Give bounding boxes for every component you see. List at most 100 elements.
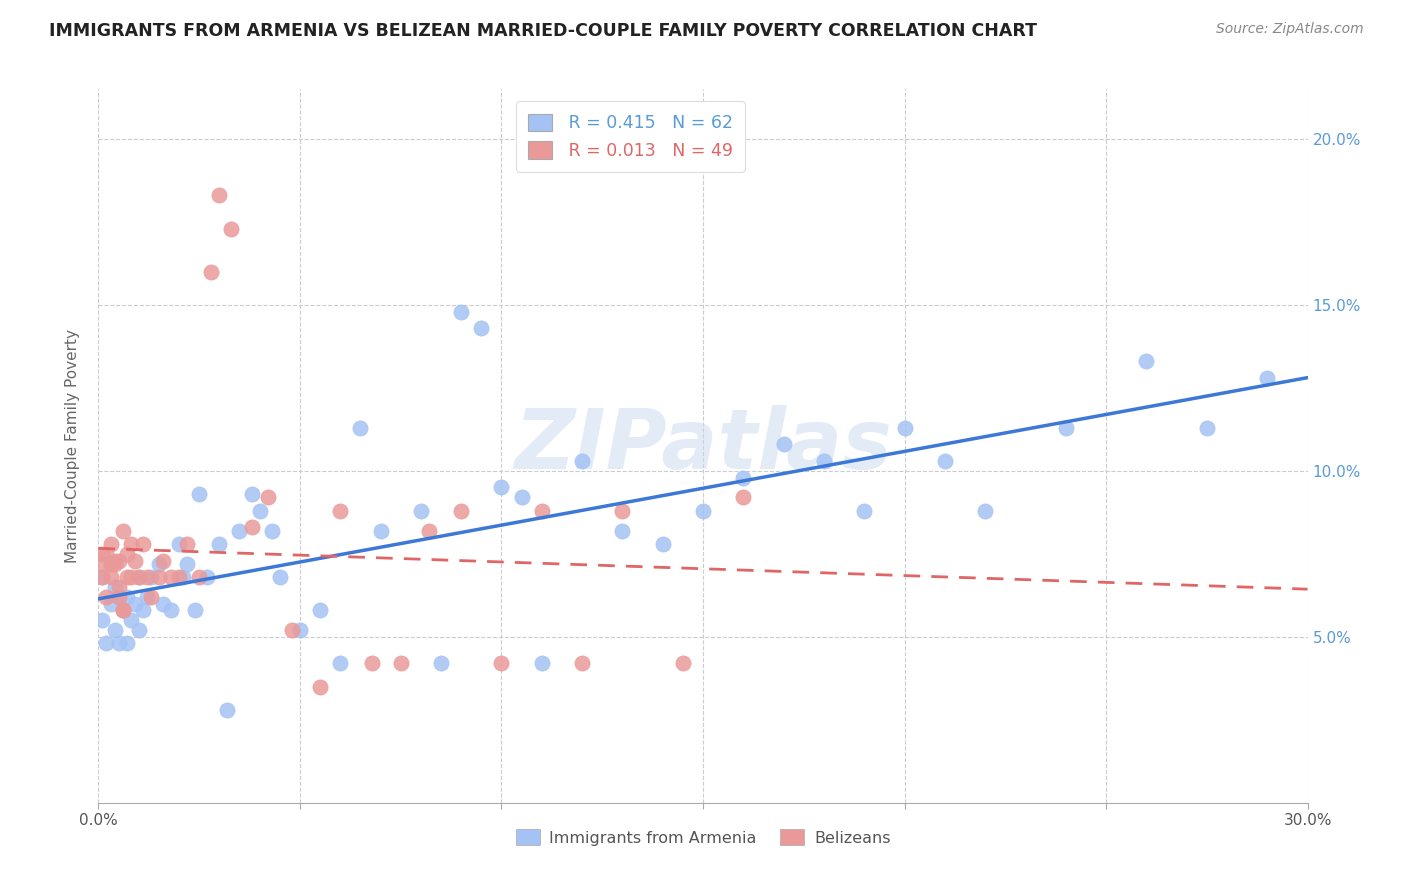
Point	[450, 304, 472, 318]
Point	[188, 487, 211, 501]
Y-axis label: Married-Couple Family Poverty: Married-Couple Family Poverty	[65, 329, 80, 563]
Point	[111, 524, 134, 538]
Point	[148, 557, 170, 571]
Point	[309, 680, 332, 694]
Point	[176, 537, 198, 551]
Point	[160, 603, 183, 617]
Point	[1054, 421, 1077, 435]
Point	[389, 657, 412, 671]
Point	[111, 603, 134, 617]
Point	[107, 580, 129, 594]
Point	[309, 603, 332, 617]
Point	[103, 553, 125, 567]
Point	[115, 636, 138, 650]
Point	[107, 553, 129, 567]
Point	[100, 557, 122, 571]
Point	[184, 603, 207, 617]
Point	[256, 491, 278, 505]
Point	[510, 491, 533, 505]
Point	[107, 636, 129, 650]
Point	[361, 657, 384, 671]
Point	[281, 624, 304, 638]
Point	[132, 603, 155, 617]
Point	[152, 597, 174, 611]
Point	[91, 613, 114, 627]
Point	[217, 703, 239, 717]
Point	[370, 524, 392, 538]
Point	[124, 553, 146, 567]
Point	[349, 421, 371, 435]
Point	[208, 537, 231, 551]
Point	[152, 553, 174, 567]
Point	[135, 590, 157, 604]
Text: Source: ZipAtlas.com: Source: ZipAtlas.com	[1216, 22, 1364, 37]
Point	[115, 590, 138, 604]
Point	[672, 657, 695, 671]
Point	[148, 570, 170, 584]
Point	[651, 537, 673, 551]
Point	[167, 570, 190, 584]
Point	[107, 590, 129, 604]
Point	[100, 537, 122, 551]
Point	[91, 570, 114, 584]
Point	[160, 570, 183, 584]
Point	[269, 570, 291, 584]
Point	[172, 570, 194, 584]
Point	[221, 221, 243, 235]
Point	[103, 580, 125, 594]
Point	[974, 504, 997, 518]
Point	[124, 597, 146, 611]
Text: IMMIGRANTS FROM ARMENIA VS BELIZEAN MARRIED-COUPLE FAMILY POVERTY CORRELATION CH: IMMIGRANTS FROM ARMENIA VS BELIZEAN MARR…	[49, 22, 1038, 40]
Point	[111, 603, 134, 617]
Point	[813, 454, 835, 468]
Point	[1256, 371, 1278, 385]
Point	[195, 570, 218, 584]
Point	[491, 481, 513, 495]
Point	[107, 590, 129, 604]
Text: ZIPatlas: ZIPatlas	[515, 406, 891, 486]
Point	[167, 537, 190, 551]
Point	[91, 557, 114, 571]
Point	[100, 570, 122, 584]
Point	[418, 524, 440, 538]
Point	[612, 504, 634, 518]
Point	[692, 504, 714, 518]
Point	[1135, 354, 1157, 368]
Point	[96, 547, 118, 561]
Point	[96, 636, 118, 650]
Point	[893, 421, 915, 435]
Point	[96, 590, 118, 604]
Point	[139, 570, 162, 584]
Point	[103, 624, 125, 638]
Point	[208, 188, 231, 202]
Point	[430, 657, 453, 671]
Point	[103, 557, 125, 571]
Point	[128, 570, 150, 584]
Point	[329, 504, 352, 518]
Point	[115, 570, 138, 584]
Point	[934, 454, 956, 468]
Point	[329, 657, 352, 671]
Point	[470, 321, 492, 335]
Point	[176, 557, 198, 571]
Point	[612, 524, 634, 538]
Point	[200, 265, 222, 279]
Point	[240, 487, 263, 501]
Point	[249, 504, 271, 518]
Point	[772, 437, 794, 451]
Point	[491, 657, 513, 671]
Point	[853, 504, 876, 518]
Point	[139, 590, 162, 604]
Point	[288, 624, 311, 638]
Point	[91, 547, 114, 561]
Point	[120, 537, 142, 551]
Point	[128, 570, 150, 584]
Point	[1195, 421, 1218, 435]
Point	[530, 657, 553, 671]
Point	[571, 657, 593, 671]
Point	[120, 613, 142, 627]
Point	[132, 537, 155, 551]
Point	[571, 454, 593, 468]
Point	[100, 597, 122, 611]
Point	[260, 524, 283, 538]
